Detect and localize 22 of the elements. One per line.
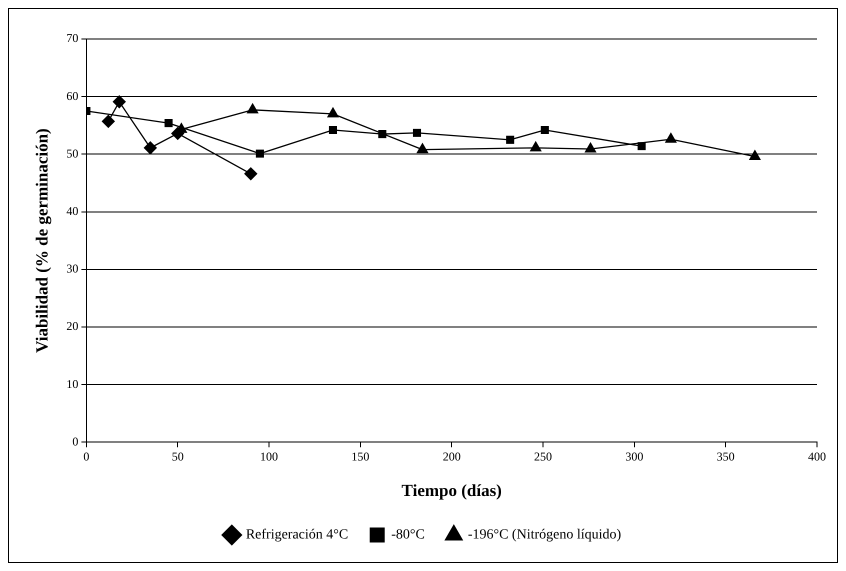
y-tick-label: 40 bbox=[66, 204, 78, 218]
y-tick-label: 20 bbox=[66, 319, 78, 334]
y-tick-label: 30 bbox=[66, 262, 78, 276]
x-tick-label: 350 bbox=[716, 450, 735, 464]
y-tick-label: 10 bbox=[66, 376, 78, 391]
y-tick-label: 70 bbox=[66, 31, 78, 46]
x-tick-label: 300 bbox=[625, 450, 644, 464]
x-axis-title: Tiempo (días) bbox=[402, 481, 502, 500]
x-tick-label: 200 bbox=[442, 450, 461, 464]
legend-label: -196°C (Nitrógeno líquido) bbox=[468, 528, 622, 543]
legend-label: -80°C bbox=[391, 528, 425, 543]
x-tick-label: 100 bbox=[260, 450, 278, 464]
y-tick-label: 60 bbox=[66, 88, 78, 103]
x-tick-label: 150 bbox=[351, 450, 370, 464]
x-tick-label: 400 bbox=[808, 450, 826, 464]
legend-label: Refrigeración 4°C bbox=[246, 528, 348, 543]
x-tick-label: 50 bbox=[172, 450, 184, 464]
y-tick-label: 0 bbox=[72, 434, 78, 448]
x-tick-label: 250 bbox=[534, 450, 552, 464]
x-tick-label: 0 bbox=[83, 450, 90, 464]
y-tick-label: 50 bbox=[66, 146, 78, 160]
y-axis-title: Viabilidad (% de germinación) bbox=[32, 128, 52, 353]
